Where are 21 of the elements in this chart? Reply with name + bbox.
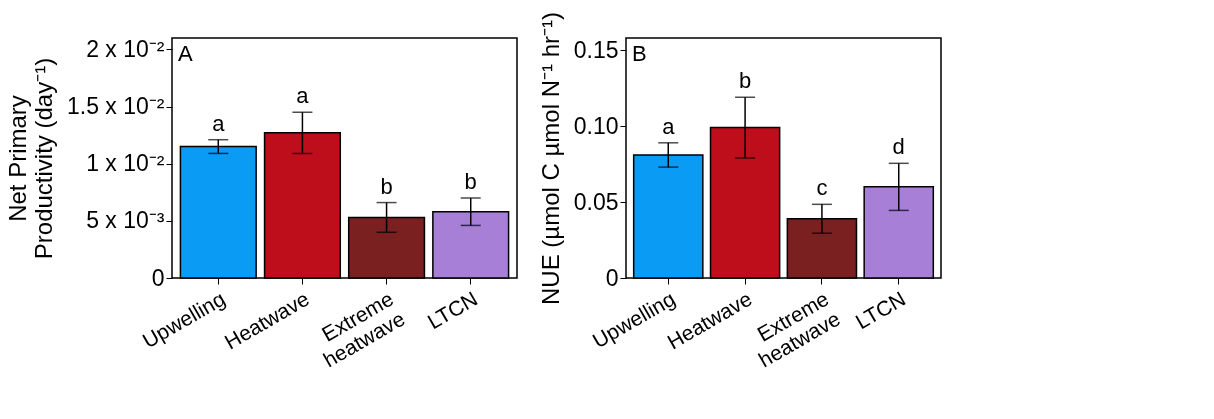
annotation: B bbox=[632, 41, 647, 66]
y-tick-label: 1 x 10⁻² bbox=[86, 150, 165, 177]
y-tick-label: 5 x 10⁻³ bbox=[86, 207, 165, 234]
annotation: A bbox=[178, 41, 193, 66]
y-axis-title: Net Primary Productivity (day⁻¹) bbox=[4, 57, 57, 260]
annotation: a bbox=[662, 113, 676, 139]
y-tick-label: 2 x 10⁻² bbox=[86, 35, 165, 62]
annotation: a bbox=[296, 83, 310, 109]
y-tick-label: 0.10 bbox=[573, 112, 619, 139]
y-tick-label: 0 bbox=[605, 264, 619, 291]
y-tick-label: 1.5 x 10⁻² bbox=[67, 93, 165, 120]
annotation: a bbox=[212, 110, 226, 136]
y-tick-label: 0.15 bbox=[573, 36, 619, 63]
annotation: d bbox=[892, 134, 905, 160]
y-tick-label: 0 bbox=[151, 264, 165, 291]
annotation: b bbox=[738, 68, 752, 94]
y-tick-label: 0.05 bbox=[573, 188, 619, 215]
y-axis-title: NUE (µmol C µmol N⁻¹ hr⁻¹) bbox=[536, 12, 564, 305]
annotation: b bbox=[380, 173, 393, 199]
annotation: b bbox=[464, 169, 477, 194]
annotation: c bbox=[816, 175, 828, 201]
